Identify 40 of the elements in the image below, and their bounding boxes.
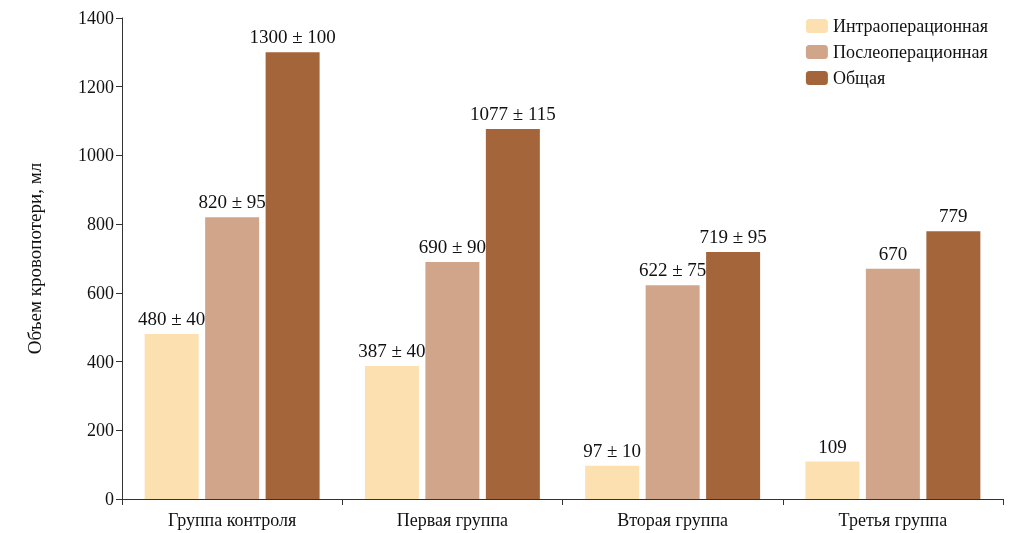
y-tick-label: 600: [87, 282, 114, 303]
bar: [645, 285, 700, 499]
bar: [585, 465, 640, 499]
x-tick-label: Вторая группа: [617, 510, 729, 530]
bar: [144, 334, 199, 499]
data-label: 670: [878, 242, 908, 264]
legend-label: Общая: [832, 68, 886, 88]
y-tick-label: 0: [105, 489, 114, 509]
y-tick-label: 400: [87, 351, 114, 372]
data-label: 719 ± 95: [699, 225, 767, 247]
y-tick-label: 800: [87, 214, 114, 235]
y-tick-label: 200: [87, 420, 114, 441]
bar: [805, 461, 860, 499]
data-label: 820 ± 95: [198, 191, 266, 213]
data-label: 1300 ± 100: [249, 26, 336, 48]
data-label: 109: [818, 435, 847, 457]
data-label: 1077 ± 115: [469, 102, 556, 124]
legend-label: Послеоперационная: [832, 42, 988, 62]
bar: [265, 52, 320, 499]
bar: [205, 217, 260, 499]
y-tick-label: 1200: [78, 76, 114, 97]
y-axis-title: Объем кровопотери, мл: [24, 162, 45, 355]
x-tick-label: Первая группа: [396, 510, 509, 530]
data-label: 387 ± 40: [358, 340, 426, 362]
bar: [364, 366, 419, 499]
y-tick-label: 1000: [78, 145, 114, 166]
data-label: 480 ± 40: [137, 308, 206, 330]
bar: [706, 251, 761, 499]
data-label: 779: [939, 205, 968, 227]
bar: [865, 268, 920, 499]
data-label: 690 ± 90: [418, 235, 487, 257]
legend-label: Интраоперационная: [832, 16, 989, 36]
x-tick-label: Третья группа: [838, 510, 948, 530]
bar: [926, 231, 981, 499]
bar: [485, 128, 540, 499]
y-tick-label: 1400: [78, 8, 114, 28]
data-label: 622 ± 75: [638, 259, 707, 281]
data-label: 97 ± 10: [583, 439, 642, 461]
bar: [425, 261, 480, 499]
x-tick-label: Группа контроля: [167, 510, 297, 530]
